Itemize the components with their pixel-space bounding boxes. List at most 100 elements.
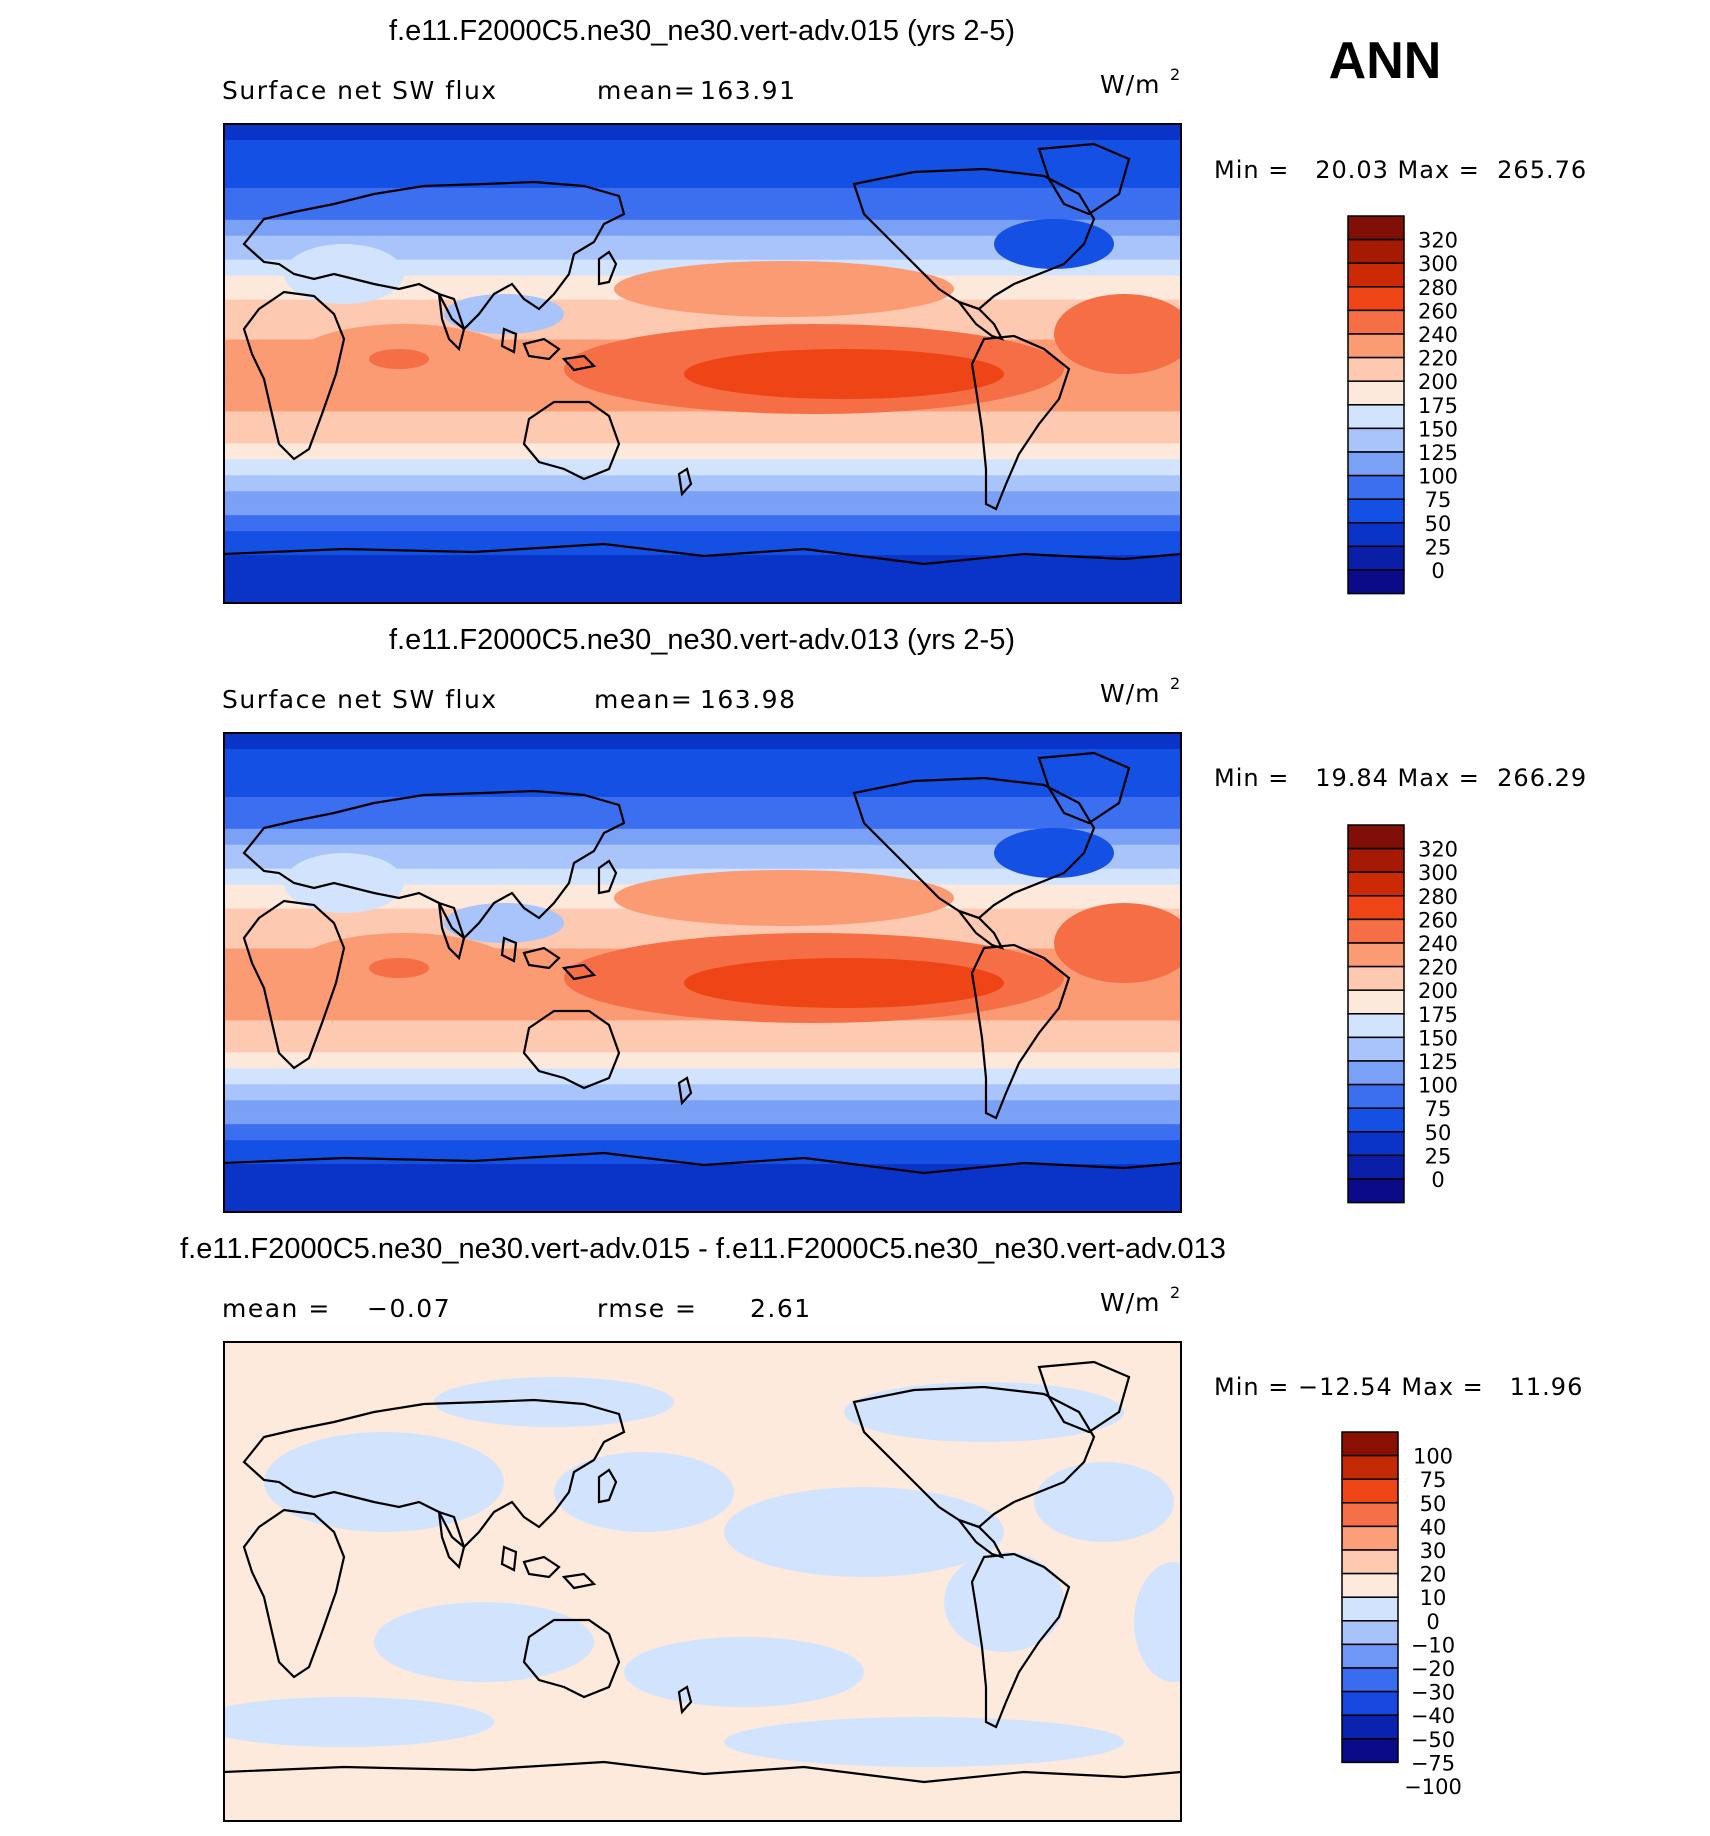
panel-2-band — [224, 1100, 1181, 1110]
panel-1-colorbar-swatch — [1347, 238, 1405, 264]
panel-1-colorbar-tick-label: 280 — [1418, 276, 1458, 300]
panel-2-band — [224, 796, 1181, 806]
panel-2-band — [224, 1020, 1181, 1030]
panel-2-band — [224, 764, 1181, 774]
panel-2-anomaly — [284, 853, 404, 913]
panel-1-band — [224, 259, 1181, 269]
panel-2-band — [224, 1068, 1181, 1078]
panel-3-anomaly — [224, 1697, 494, 1747]
panel-1-band — [224, 555, 1181, 565]
panel-1-band — [224, 547, 1181, 557]
panel-2-band — [224, 844, 1181, 854]
panel-1-colorbar-swatch — [1347, 356, 1405, 382]
panel-1-colorbar-swatch — [1347, 262, 1405, 288]
panel-2-band — [224, 733, 1181, 742]
panel-3-colorbar-swatch — [1341, 1478, 1399, 1504]
panel-1-band — [224, 427, 1181, 437]
panel-2-map — [224, 733, 1181, 1212]
panel-2-band — [224, 1148, 1181, 1158]
panel-1-colorbar-tick-label: 320 — [1418, 229, 1458, 253]
panel-2-colorbar-swatch — [1347, 1036, 1405, 1062]
panel-3-colorbar-tick-label: 75 — [1420, 1468, 1447, 1492]
panel-3-anomaly — [1134, 1562, 1181, 1682]
panel-1-units-exponent: 2 — [1170, 65, 1180, 84]
panel-3-colorbar-swatch — [1341, 1620, 1399, 1646]
panel-2-band — [224, 1188, 1181, 1198]
panel-2-band — [224, 756, 1181, 766]
panel-1-band — [224, 219, 1181, 229]
panel-3-anomaly — [554, 1452, 734, 1532]
panel-2-band — [224, 1156, 1181, 1166]
panel-1-colorbar-tick-label: 0 — [1431, 559, 1444, 583]
panel-2-mean-label: mean= — [594, 685, 693, 714]
panel-1-colorbar-tick-label: 150 — [1418, 417, 1458, 441]
panel-2-colorbar-tick-label: 320 — [1418, 838, 1458, 862]
panel-2-band — [224, 1052, 1181, 1062]
panel-1-anomaly — [284, 244, 404, 304]
panel-3-anomaly — [374, 1602, 594, 1682]
panel-1-mean-label: mean= — [597, 76, 696, 105]
panel-1-band — [224, 155, 1181, 165]
panel-1-band — [224, 515, 1181, 525]
panel-2-band — [224, 828, 1181, 838]
panel-2-colorbar-tick-label: 220 — [1418, 956, 1458, 980]
panel-1-variable-label: Surface net SW flux — [222, 76, 498, 105]
panel-3-mean-label: mean = — [222, 1294, 331, 1323]
panel-2-band — [224, 1204, 1181, 1212]
panel-1-band — [224, 419, 1181, 429]
panel-1-colorbar-tick-label: 260 — [1418, 299, 1458, 323]
panel-2-anomaly — [1054, 903, 1181, 983]
panel-3-colorbar-swatch — [1341, 1643, 1399, 1669]
panel-2-band — [224, 1108, 1181, 1118]
panel-2-colorbar-tick-label: 175 — [1418, 1003, 1458, 1027]
panel-1-band — [224, 539, 1181, 549]
panel-3: f.e11.F2000C5.ne30_ne30.vert-adv.015 - f… — [180, 1233, 1582, 1822]
panel-2-colorbar-tick-label: 280 — [1418, 885, 1458, 909]
panel-2-colorbar-swatch — [1347, 847, 1405, 873]
panel-3-colorbar-tick-label: 0 — [1426, 1610, 1439, 1634]
panel-2-anomaly — [684, 958, 1004, 1008]
panel-2-colorbar-swatch — [1347, 942, 1405, 968]
panel-1: f.e11.F2000C5.ne30_ne30.vert-adv.015 (yr… — [222, 15, 1586, 604]
panel-1-colorbar-swatch — [1347, 404, 1405, 430]
panel-3-colorbar-swatch — [1341, 1690, 1399, 1716]
season-label: ANN — [1329, 32, 1442, 90]
panel-2-colorbar-tick-label: 25 — [1425, 1144, 1452, 1168]
panel-3-colorbar-tick-label: 20 — [1420, 1563, 1447, 1587]
panel-1-band — [224, 315, 1181, 325]
panel-1-band — [224, 579, 1181, 589]
panel-1-band — [224, 587, 1181, 597]
panel-2-band — [224, 852, 1181, 862]
panel-2-colorbar-swatch — [1347, 1060, 1405, 1086]
panel-2-band — [224, 924, 1181, 934]
panel-1-anomaly — [684, 349, 1004, 399]
panel-2-band — [224, 812, 1181, 822]
panel-1-band — [224, 235, 1181, 245]
panel-1-colorbar-swatch — [1347, 309, 1405, 335]
panel-1-colorbar-tick-label: 300 — [1418, 252, 1458, 276]
panel-3-colorbar-tick-label: −10 — [1411, 1633, 1455, 1657]
panel-1-colorbar-tick-label: 220 — [1418, 347, 1458, 371]
panel-2-band — [224, 820, 1181, 830]
panel-1-anomalies — [284, 219, 1181, 414]
panel-3-anomaly — [624, 1637, 864, 1707]
panel-1-band — [224, 139, 1181, 149]
panel-1-band — [224, 451, 1181, 461]
panel-2-colorbar-swatch — [1347, 918, 1405, 944]
panel-2-colorbar-tick-label: 125 — [1418, 1050, 1458, 1074]
panel-1-band — [224, 563, 1181, 573]
panel-2-colorbar-swatch — [1347, 895, 1405, 921]
panel-3-colorbar-swatch — [1341, 1454, 1399, 1480]
panel-2-anomaly — [994, 828, 1114, 878]
panel-2-anomaly — [614, 870, 954, 926]
panel-1-band — [224, 531, 1181, 541]
panel-2-mean-value: 163.98 — [700, 685, 796, 714]
panel-1-colorbar-swatch — [1347, 545, 1405, 571]
panel-3-colorbar-swatch — [1341, 1714, 1399, 1740]
panel-2-band — [224, 1132, 1181, 1142]
panel-2-variable-label: Surface net SW flux — [222, 685, 498, 714]
panel-1-band — [224, 483, 1181, 493]
